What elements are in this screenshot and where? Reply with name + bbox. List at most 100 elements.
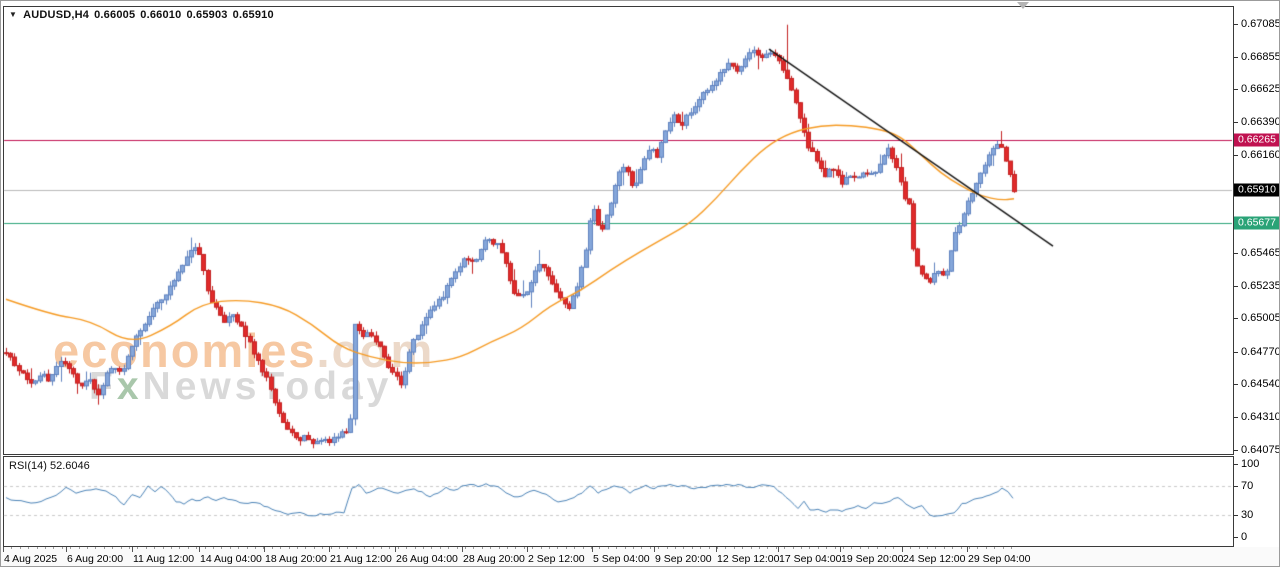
time-minor-tick — [986, 547, 987, 549]
time-minor-tick — [809, 547, 810, 549]
time-minor-tick — [599, 547, 600, 549]
time-major-tick — [329, 547, 330, 552]
time-tick-label: 2 Sep 12:00 — [528, 553, 585, 565]
time-minor-tick — [37, 547, 38, 549]
time-major-tick — [66, 547, 67, 552]
time-minor-tick — [734, 547, 735, 549]
time-minor-tick — [969, 547, 970, 549]
time-minor-tick — [557, 547, 558, 549]
time-minor-tick — [541, 547, 542, 549]
price-tick-dash — [1234, 384, 1238, 385]
time-tick-label: 18 Aug 20:00 — [265, 553, 327, 565]
rsi-tick-label: 0 — [1241, 531, 1248, 543]
symbol-name: AUDUSD,H4 — [23, 9, 90, 21]
time-major-tick — [395, 547, 396, 552]
time-minor-tick — [927, 547, 928, 549]
price-tick-label: 0.64540 — [1241, 378, 1280, 391]
time-minor-tick — [767, 547, 768, 549]
time-minor-tick — [633, 547, 634, 549]
time-minor-tick — [28, 547, 29, 549]
time-minor-tick — [919, 547, 920, 549]
time-minor-tick — [658, 547, 659, 549]
time-minor-tick — [625, 547, 626, 549]
time-major-tick — [967, 547, 968, 552]
rsi-tick-dash — [1234, 537, 1238, 538]
price-tick-label: 0.65465 — [1241, 247, 1280, 260]
time-minor-tick — [574, 547, 575, 549]
price-tick-dash — [1234, 450, 1238, 451]
time-minor-tick — [877, 547, 878, 549]
rsi-tick-dash — [1234, 464, 1238, 465]
ohlc-high: 0.66010 — [140, 9, 182, 21]
time-minor-tick — [95, 547, 96, 549]
time-tick-label: 24 Sep 12:00 — [903, 553, 966, 565]
price-axis[interactable]: 0.67085 0.66855 0.66625 0.66390 0.66160 0.654… — [1234, 1, 1280, 547]
time-major-tick — [840, 547, 841, 552]
time-minor-tick — [616, 547, 617, 549]
symbol-dropdown-icon[interactable]: ▼ — [9, 10, 18, 19]
time-minor-tick — [608, 547, 609, 549]
time-minor-tick — [566, 547, 567, 549]
time-minor-tick — [331, 547, 332, 549]
time-minor-tick — [322, 547, 323, 549]
time-tick-label: 21 Aug 12:00 — [330, 553, 392, 565]
time-tick-label: 17 Sep 04:00 — [779, 553, 842, 565]
ohlc-low: 0.65903 — [186, 9, 228, 21]
time-minor-tick — [347, 547, 348, 549]
time-tick-label: 11 Aug 12:00 — [133, 553, 195, 565]
time-minor-tick — [742, 547, 743, 549]
time-minor-tick — [154, 547, 155, 549]
time-minor-tick — [893, 547, 894, 549]
time-minor-tick — [935, 547, 936, 549]
time-minor-tick — [373, 547, 374, 549]
time-minor-tick — [87, 547, 88, 549]
time-major-tick — [264, 547, 265, 552]
time-minor-tick — [868, 547, 869, 549]
price-tick-label: 0.67085 — [1241, 18, 1280, 30]
time-minor-tick — [364, 547, 365, 549]
time-tick-label: 29 Sep 04:00 — [968, 553, 1031, 565]
time-minor-tick — [406, 547, 407, 549]
time-minor-tick — [650, 547, 651, 549]
time-minor-tick — [843, 547, 844, 549]
time-minor-tick — [776, 547, 777, 549]
time-minor-tick — [1011, 547, 1012, 549]
time-tick-label: 4 Aug 2025 — [4, 553, 58, 565]
time-minor-tick — [709, 547, 710, 549]
time-minor-tick — [415, 547, 416, 549]
price-tick-label: 0.65005 — [1241, 312, 1280, 325]
price-tick-label: 0.64075 — [1241, 444, 1280, 456]
time-minor-tick — [465, 547, 466, 549]
price-tick-dash — [1234, 318, 1238, 319]
time-minor-tick — [20, 547, 21, 549]
rsi-tick-label: 30 — [1241, 509, 1254, 522]
time-minor-tick — [45, 547, 46, 549]
time-minor-tick — [137, 547, 138, 549]
time-axis[interactable]: 4 Aug 2025 6 Aug 20:00 11 Aug 12:00 14 Aug … — [1, 547, 1279, 566]
time-minor-tick — [818, 547, 819, 549]
time-tick-label: 14 Aug 04:00 — [200, 553, 262, 565]
price-tick-label: 0.66625 — [1241, 83, 1280, 96]
time-minor-tick — [860, 547, 861, 549]
time-minor-tick — [524, 547, 525, 549]
time-minor-tick — [112, 547, 113, 549]
price-tick-dash — [1234, 122, 1238, 123]
time-minor-tick — [944, 547, 945, 549]
chart-shift-marker-icon[interactable] — [1017, 2, 1029, 9]
rsi-tick-label: 100 — [1241, 458, 1260, 470]
time-minor-tick — [683, 547, 684, 549]
time-minor-tick — [667, 547, 668, 549]
time-minor-tick — [641, 547, 642, 549]
rsi-axis[interactable]: 100 70 30 0 — [1234, 1, 1279, 547]
time-minor-tick — [280, 547, 281, 549]
time-tick-label: 12 Sep 12:00 — [717, 553, 780, 565]
time-minor-tick — [725, 547, 726, 549]
time-minor-tick — [238, 547, 239, 549]
time-tick-label: 26 Aug 04:00 — [396, 553, 458, 565]
time-minor-tick — [784, 547, 785, 549]
time-minor-tick — [751, 547, 752, 549]
price-tick-dash — [1234, 352, 1238, 353]
time-minor-tick — [11, 547, 12, 549]
